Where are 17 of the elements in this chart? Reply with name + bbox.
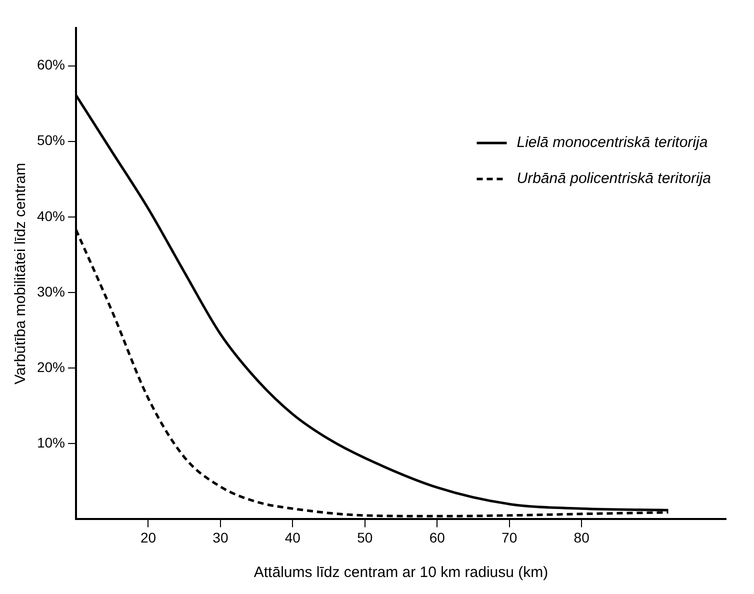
x-axis-title: Attālums līdz centram ar 10 km radiusu (km) xyxy=(254,564,548,582)
x-tick-label: 50 xyxy=(357,529,373,546)
x-tick-label: 70 xyxy=(502,529,518,546)
x-tick-label: 20 xyxy=(140,529,156,546)
y-tick-label: 60% xyxy=(36,56,66,73)
y-tick-label: 10% xyxy=(36,434,66,450)
y-axis-title: Varbūtība mobilitātei līdz centram xyxy=(12,162,30,384)
y-tick-label: 20% xyxy=(36,358,66,375)
y-tick-label: 30% xyxy=(36,283,66,300)
x-tick-label: 40 xyxy=(284,529,301,546)
x-tick-label: 30 xyxy=(212,529,228,546)
legend-label: Urbānā policentriskā teritorija xyxy=(516,170,712,188)
x-tick-label: 60 xyxy=(429,529,446,546)
y-tick-label: 50% xyxy=(36,132,66,148)
y-tick-label: 40% xyxy=(36,208,66,224)
legend-label: Lielā monocentriskā teritorija xyxy=(516,134,708,152)
x-tick-label: 80 xyxy=(574,529,590,546)
